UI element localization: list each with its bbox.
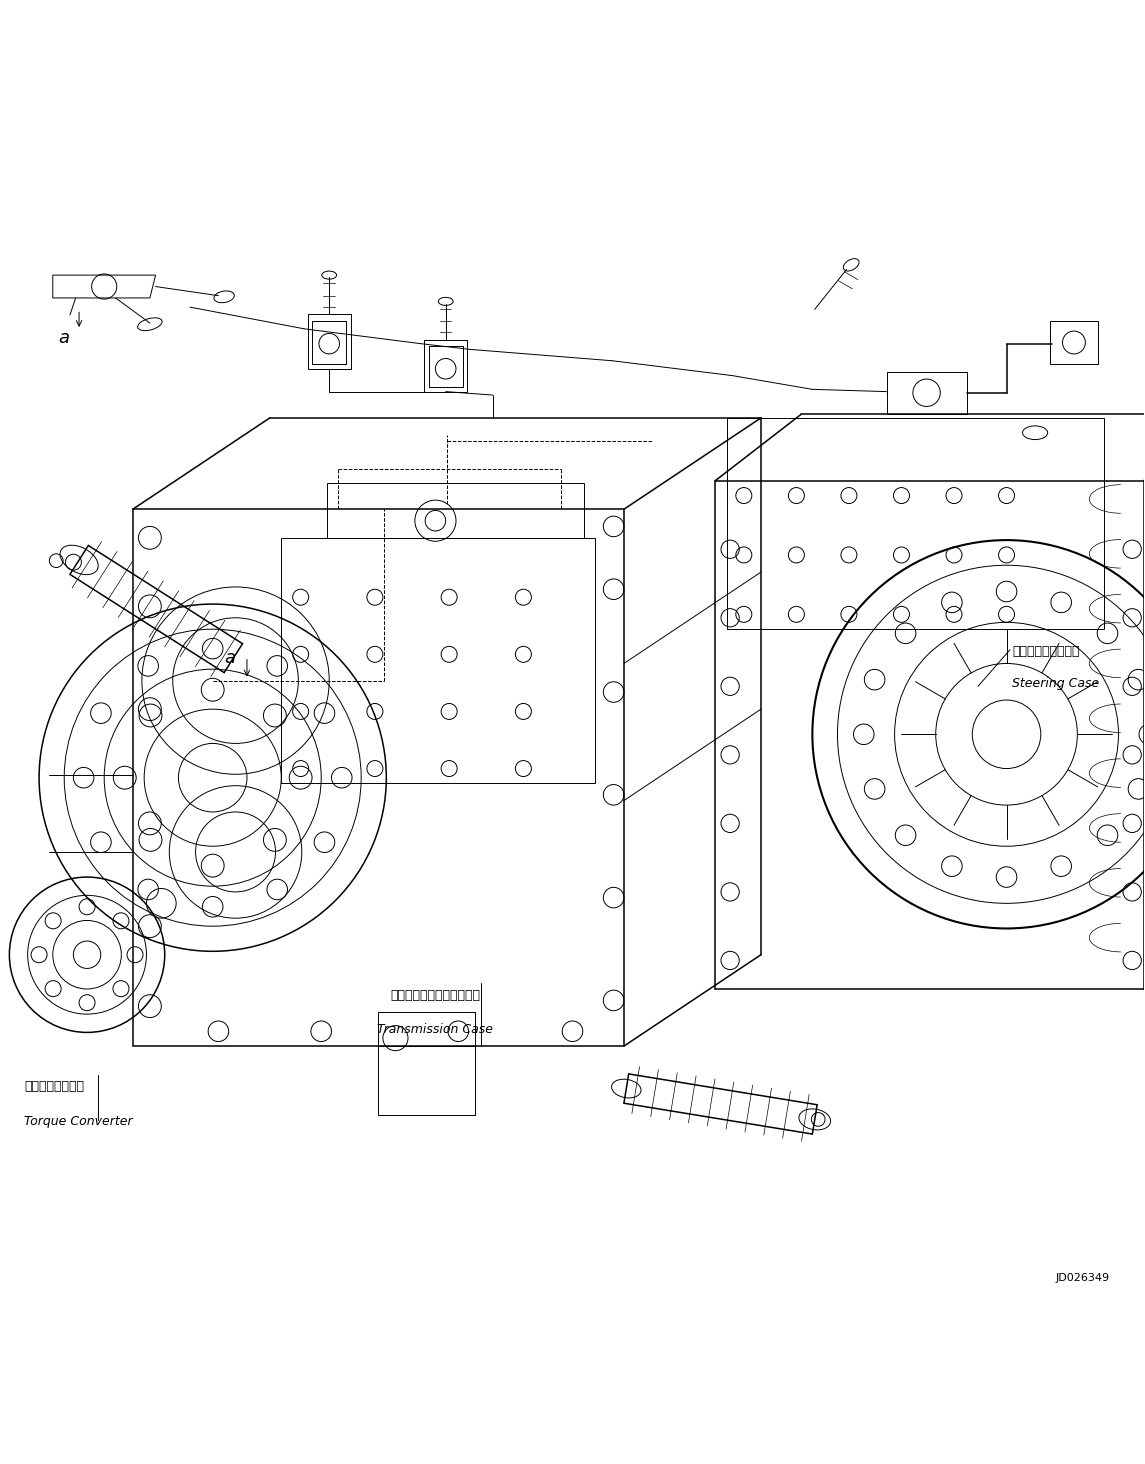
Bar [282,537,595,783]
Bar [313,321,346,365]
Bar [727,417,1104,630]
Bar [308,313,350,369]
Text: Torque Converter: Torque Converter [24,1114,133,1127]
Text: Transmission Case: Transmission Case [378,1023,493,1037]
Text: トランスミッションケース: トランスミッションケース [390,990,481,1001]
Text: Steering Case: Steering Case [1012,676,1099,690]
Bar [1050,321,1098,365]
Bar [378,1047,475,1114]
Bar [327,483,584,537]
Text: トルクコンバータ: トルクコンバータ [24,1080,85,1094]
Text: JD026349: JD026349 [1056,1272,1110,1282]
Bar [428,346,463,386]
Bar [378,1012,475,1047]
Text: ステアリングケース: ステアリングケース [1012,644,1080,657]
Text: a: a [224,649,236,666]
Bar [424,340,467,391]
Text: a: a [58,329,70,347]
